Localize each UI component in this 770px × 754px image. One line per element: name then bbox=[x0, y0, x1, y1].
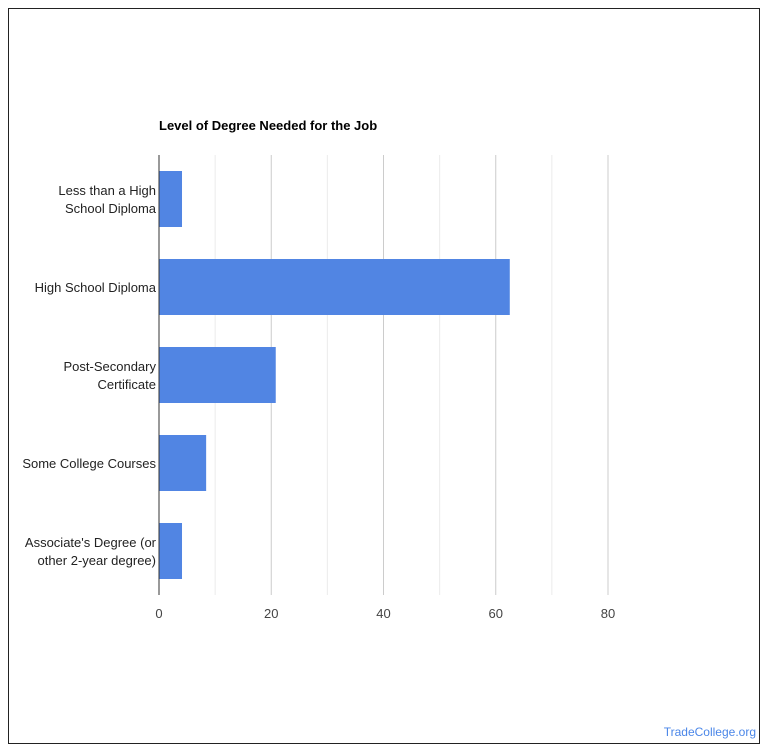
y-category-label: Less than a High School Diploma bbox=[58, 183, 156, 216]
y-category-label: Some College Courses bbox=[22, 456, 156, 471]
chart-frame bbox=[8, 8, 760, 744]
bar bbox=[159, 523, 183, 579]
bar bbox=[159, 171, 183, 227]
bar bbox=[159, 259, 510, 315]
x-tick-label: 0 bbox=[155, 606, 162, 621]
y-category-label: Associate's Degree (or other 2-year degre… bbox=[25, 535, 157, 568]
y-category-label: High School Diploma bbox=[35, 280, 157, 295]
bar bbox=[159, 435, 207, 491]
bar bbox=[159, 347, 276, 403]
watermark-link[interactable]: TradeCollege.org bbox=[663, 725, 756, 739]
x-tick-label: 40 bbox=[376, 606, 390, 621]
y-category-label: Post-Secondary Certificate bbox=[64, 359, 157, 392]
x-tick-label: 80 bbox=[601, 606, 615, 621]
chart-title: Level of Degree Needed for the Job bbox=[159, 118, 377, 133]
x-tick-label: 60 bbox=[489, 606, 503, 621]
x-tick-label: 20 bbox=[264, 606, 278, 621]
